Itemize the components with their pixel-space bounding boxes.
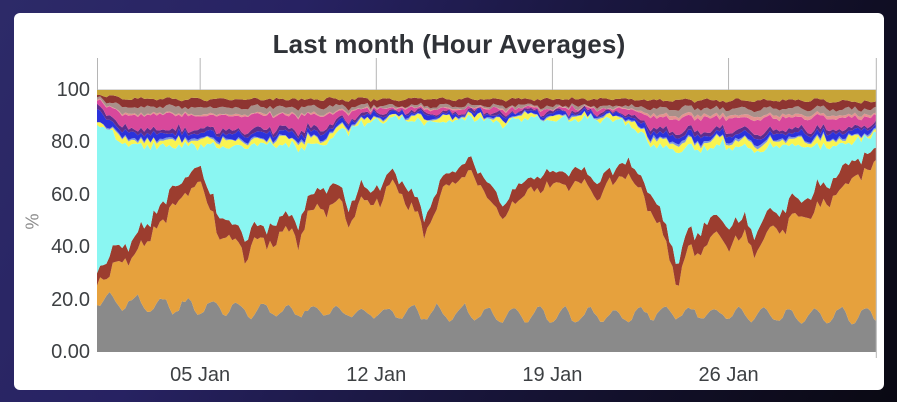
chart-title: Last month (Hour Averages) — [272, 29, 626, 59]
area-series-dark-red — [97, 95, 877, 113]
stacked-area-chart — [97, 58, 877, 358]
area-series-maroon — [97, 147, 877, 286]
area-series-magenta — [97, 99, 877, 137]
y-tick-label: 40.0 — [51, 236, 90, 259]
x-tick-label: 19 Jan — [522, 364, 583, 386]
y-tick-label: 20.0 — [51, 288, 90, 311]
area-series-gray — [97, 292, 877, 352]
x-tick-label: 26 Jan — [698, 364, 759, 386]
y-tick-label: 100 — [56, 79, 90, 101]
chart-card: Last month (Hour Averages) % 100 80.0 60.0… — [14, 13, 884, 390]
area-series-salmon — [97, 98, 877, 122]
y-tick-label: 80.0 — [51, 131, 90, 154]
area-series-cyan — [97, 113, 877, 274]
x-tick-label: 05 Jan — [170, 364, 231, 386]
area-series-mauve — [97, 96, 877, 119]
y-tick-label: 60.0 — [51, 183, 90, 206]
x-tick-label: 12 Jan — [346, 364, 407, 386]
area-series-gold — [97, 90, 877, 104]
y-tick-label: 0.00 — [51, 341, 90, 363]
y-axis-title: % — [22, 213, 43, 230]
area-series-blue — [97, 107, 877, 147]
area-series-orange — [97, 159, 877, 325]
